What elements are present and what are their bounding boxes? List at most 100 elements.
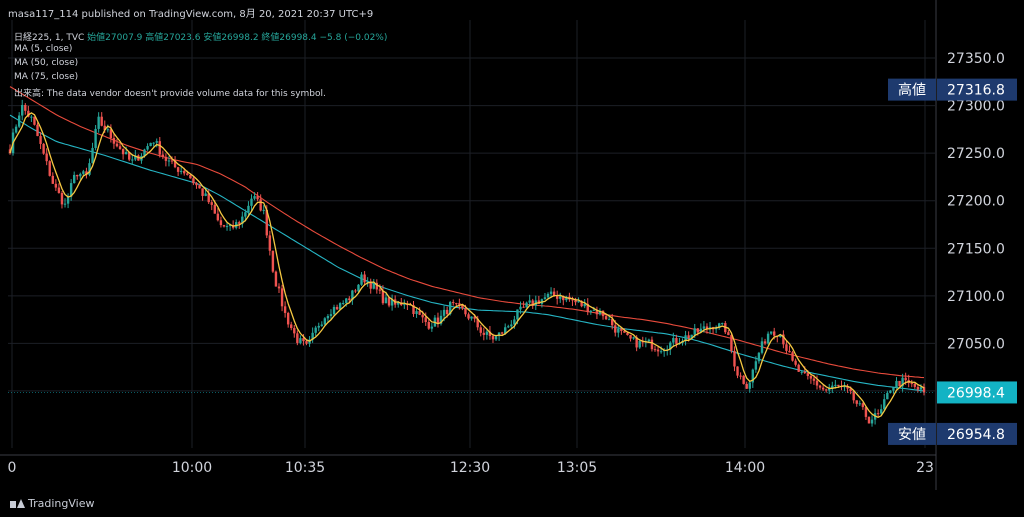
candle-body xyxy=(216,213,220,221)
candle-body xyxy=(611,319,614,326)
candle-body xyxy=(901,377,904,387)
candle-body xyxy=(329,314,333,316)
candle-body xyxy=(436,317,440,324)
candle-body xyxy=(100,116,103,126)
candle-body xyxy=(286,312,290,325)
candle-body xyxy=(861,403,865,408)
candle-body xyxy=(476,318,479,328)
candle-body xyxy=(742,375,745,384)
candle-body xyxy=(369,281,372,289)
candle-body xyxy=(173,160,177,168)
candle-body xyxy=(247,205,250,213)
low-badge-label: 安値 xyxy=(898,427,926,443)
candle-body xyxy=(124,152,128,155)
candle-body xyxy=(552,291,556,296)
candle-body xyxy=(769,331,773,334)
candle-body xyxy=(904,377,907,381)
candle-body xyxy=(708,327,712,329)
candle-body xyxy=(766,333,770,344)
candle-body xyxy=(782,334,785,345)
candle-body xyxy=(864,407,868,417)
grid-lines xyxy=(8,20,935,448)
candle-body xyxy=(277,286,281,289)
candle-body xyxy=(283,306,287,313)
candle-body xyxy=(357,284,360,292)
candle-body xyxy=(397,302,400,305)
candle-body xyxy=(589,310,593,313)
legend-symbol: 日経225, 1, TVC xyxy=(14,33,85,43)
candle-body xyxy=(702,326,706,329)
candle-body xyxy=(253,196,256,199)
candle-body xyxy=(69,183,73,197)
candle-body xyxy=(250,198,253,206)
candle-body xyxy=(831,385,834,389)
candle-body xyxy=(415,311,418,314)
candle-body xyxy=(326,315,330,319)
candle-body xyxy=(739,375,742,377)
candle-body xyxy=(559,296,562,299)
ma5-line xyxy=(9,112,925,419)
candle-body xyxy=(828,388,831,391)
high-badge-label: 高値 xyxy=(898,82,926,99)
candle-body xyxy=(198,185,201,189)
candle-body xyxy=(818,385,822,388)
candle-body xyxy=(345,298,348,303)
candle-body xyxy=(705,326,709,329)
candle-body xyxy=(54,183,58,188)
candle-body xyxy=(72,174,76,184)
x-tick-label: 23 xyxy=(916,460,934,476)
candle-body xyxy=(179,170,183,172)
candle-body xyxy=(176,167,180,172)
candle-body xyxy=(314,327,317,333)
candle-body xyxy=(296,333,299,343)
candle-body xyxy=(586,303,589,313)
candle-body xyxy=(222,225,226,227)
candle-body xyxy=(403,304,406,306)
candle-body xyxy=(387,297,391,306)
candle-body xyxy=(919,387,923,390)
candle-body xyxy=(797,364,800,372)
candle-body xyxy=(583,303,586,307)
candle-body xyxy=(464,308,467,315)
candle-body xyxy=(442,309,446,316)
candle-body xyxy=(800,371,803,373)
candle-body xyxy=(525,302,528,308)
low-badge-bg xyxy=(937,422,1017,445)
legend-volume: 出来高: The data vendor doesn't provide vol… xyxy=(14,89,326,99)
x-tick-label: 0 xyxy=(8,460,17,476)
candle-body xyxy=(155,141,158,143)
candle-body xyxy=(880,409,883,414)
candle-body xyxy=(910,383,913,385)
x-tick-label: 14:00 xyxy=(725,460,765,476)
candle-body xyxy=(717,323,721,328)
candle-body xyxy=(338,303,342,310)
candle-body xyxy=(91,147,94,164)
candle-body xyxy=(883,399,886,410)
candle-body xyxy=(430,326,434,329)
candle-body xyxy=(332,306,336,315)
candle-body xyxy=(693,328,696,335)
candle-body xyxy=(595,309,599,315)
x-tick-label: 10:00 xyxy=(172,460,212,476)
candle-body xyxy=(690,334,693,339)
candle-body xyxy=(51,175,54,184)
candle-body xyxy=(479,327,482,333)
candle-body xyxy=(366,281,369,283)
candle-body xyxy=(36,124,39,137)
ma75-series xyxy=(9,86,925,379)
candle-body xyxy=(170,160,174,162)
candle-body xyxy=(302,338,305,342)
candle-body xyxy=(562,296,565,301)
candle-body xyxy=(311,332,314,340)
candle-body xyxy=(745,383,748,389)
candle-body xyxy=(14,126,18,133)
candle-body xyxy=(458,303,461,305)
candle-body xyxy=(452,302,455,304)
candle-body xyxy=(201,188,204,196)
candle-body xyxy=(607,319,611,321)
y-tick-label: 27150.0 xyxy=(947,241,1005,257)
candle-body xyxy=(687,335,690,339)
x-tick-label: 10:35 xyxy=(285,460,325,476)
candle-body xyxy=(189,174,192,179)
